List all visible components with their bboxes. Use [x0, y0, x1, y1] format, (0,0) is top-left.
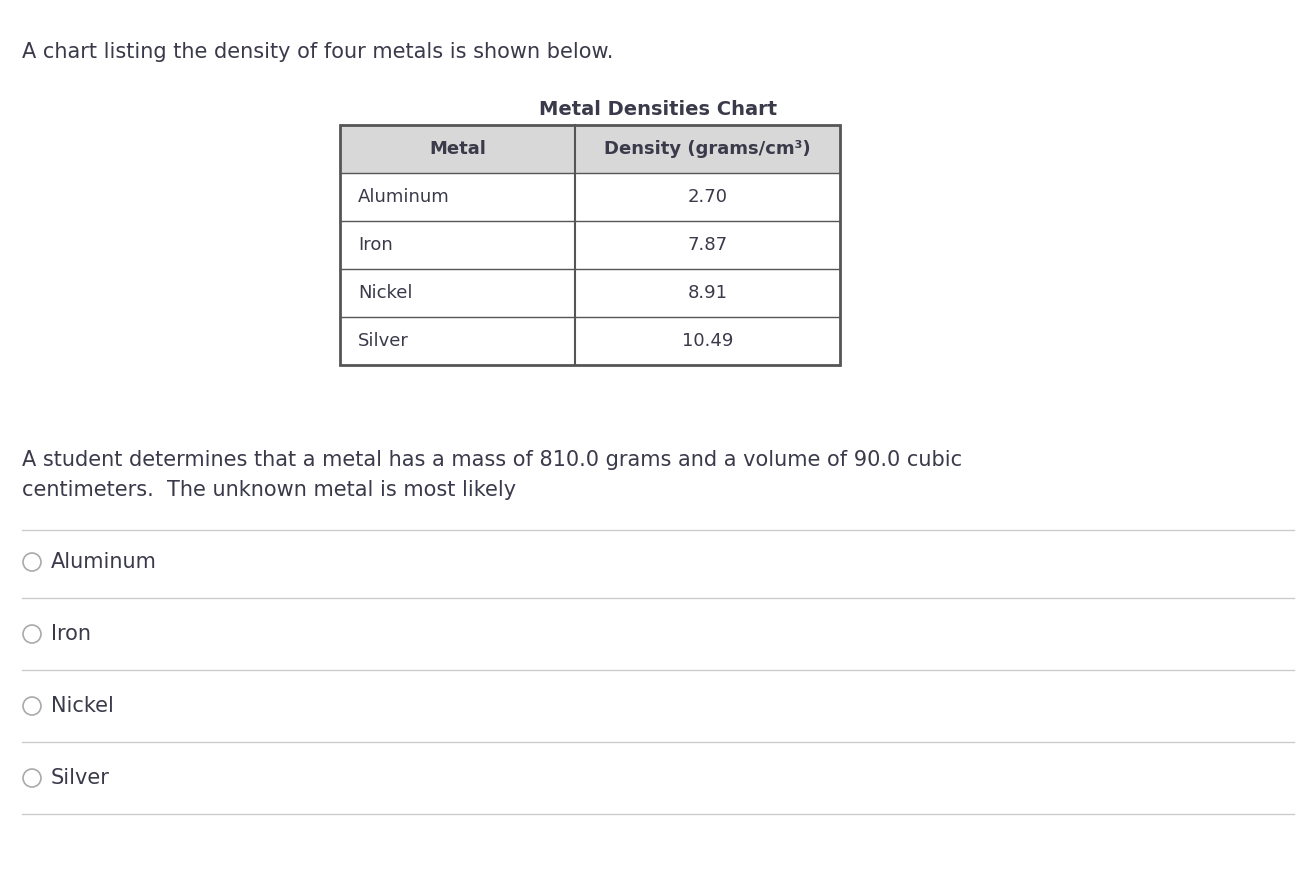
Text: 2.70: 2.70 — [687, 188, 728, 206]
Text: 8.91: 8.91 — [687, 284, 728, 302]
Text: 7.87: 7.87 — [687, 236, 728, 254]
Text: Nickel: Nickel — [358, 284, 412, 302]
Text: Iron: Iron — [51, 624, 91, 644]
Text: Silver: Silver — [51, 768, 109, 788]
Text: Metal: Metal — [429, 140, 486, 158]
Text: 10.49: 10.49 — [682, 332, 733, 350]
Text: Density (grams/cm³): Density (grams/cm³) — [604, 140, 811, 158]
Bar — [340, 125, 840, 173]
Text: A chart listing the density of four metals is shown below.: A chart listing the density of four meta… — [22, 42, 613, 62]
Text: Silver: Silver — [358, 332, 409, 350]
Text: Aluminum: Aluminum — [51, 552, 157, 572]
Text: Metal Densities Chart: Metal Densities Chart — [540, 100, 776, 119]
Bar — [340, 125, 840, 365]
Text: Aluminum: Aluminum — [358, 188, 450, 206]
Text: Iron: Iron — [358, 236, 392, 254]
Text: A student determines that a metal has a mass of 810.0 grams and a volume of 90.0: A student determines that a metal has a … — [22, 450, 962, 499]
Text: Nickel: Nickel — [51, 696, 114, 716]
